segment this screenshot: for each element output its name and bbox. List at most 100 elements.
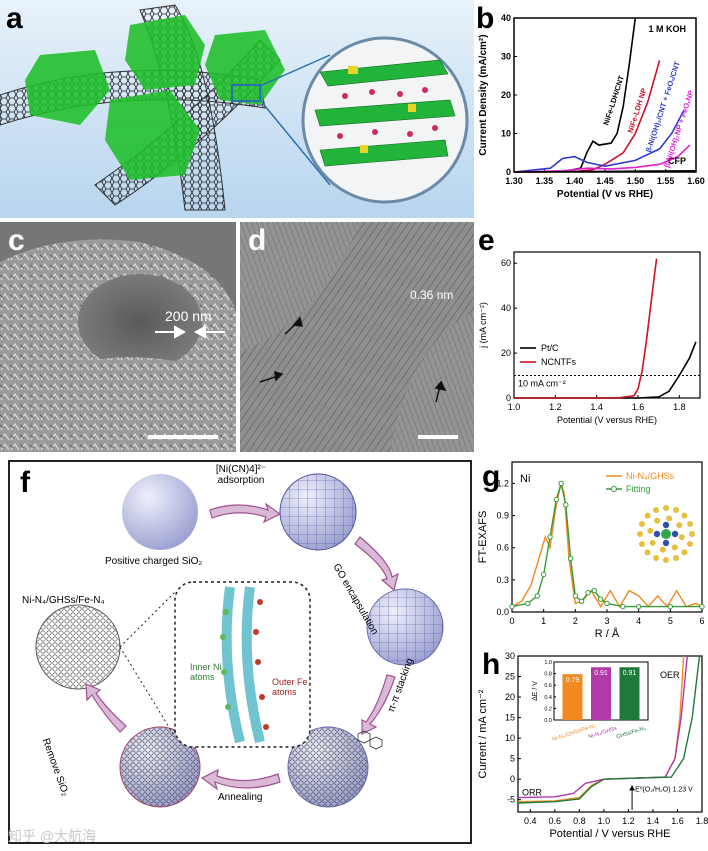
scale-bar-d [418, 435, 458, 439]
carbon-atom [687, 521, 694, 528]
y-tick-label: -5 [507, 795, 515, 805]
data-point [597, 596, 604, 602]
fringe-arrows [259, 316, 447, 403]
x-tick-label: 1.0 [598, 816, 611, 826]
e0-label: E⁰(O₂/H₂O) 1.23 V [635, 785, 693, 793]
y-tick-label: 0 [506, 167, 511, 177]
series-line [514, 258, 658, 399]
data-point [563, 502, 569, 508]
x-tick-label: 0.6 [549, 816, 562, 826]
legend-label: Fitting [626, 484, 651, 494]
x-tick-label: 6 [699, 616, 704, 626]
x-tick-label: 1.60 [687, 176, 705, 186]
hollow-sphere [35, 604, 121, 690]
plot-frame [511, 461, 703, 613]
scale-bar-c [148, 435, 218, 439]
go-coated-sphere [366, 588, 444, 666]
element-label: Ni [520, 473, 530, 485]
y-tick-label: 10 [505, 733, 515, 743]
sem-image [0, 222, 236, 452]
carbon-atom [672, 555, 679, 562]
y-tick-label: 20 [505, 692, 515, 702]
reference-label: 10 mA cm⁻² [518, 379, 566, 389]
data-point [699, 603, 705, 610]
data-point [667, 603, 674, 610]
zoom-box [231, 84, 261, 102]
magnified-inset [174, 581, 311, 748]
panel-a: a [0, 0, 474, 218]
legend-marker [611, 486, 617, 492]
synthesis-scheme [35, 473, 444, 808]
panel-h-label: h [482, 648, 501, 681]
inset-y-label: ΔE / V [532, 681, 539, 701]
carbon-atom [653, 506, 660, 513]
carbon-atom [644, 549, 651, 556]
panel-b-label: b [476, 2, 495, 35]
panel-c-label: c [8, 224, 25, 257]
x-tick-label: 1.2 [549, 402, 562, 412]
panel-g: 0 1 2 3 4 5 6 0.0 0.3 0.6 0.9 1.2 R / Å FT-EXAFS Ni Ni-… [476, 452, 708, 648]
carbon-atom [663, 557, 669, 563]
carbon-atom [687, 540, 694, 547]
y-tick-label: 0.0 [496, 607, 509, 617]
graphene-bilayer [220, 586, 269, 744]
orr-label: ORR [522, 788, 543, 798]
inset-tick-label: 0.0 [544, 718, 552, 724]
x-tick-label: 1.8 [696, 816, 708, 826]
y-tick-label: 15 [505, 713, 515, 723]
series-line [513, 144, 691, 173]
y-tick-label: 1.2 [496, 478, 509, 488]
carbon-atom [671, 544, 678, 551]
x-tick-label: 0.8 [573, 816, 586, 826]
carbon-atom [672, 506, 679, 513]
y-tick-label: 30 [505, 651, 515, 661]
chart-e: 1.0 1.2 1.4 1.6 1.8 0 20 40 60 Potential (V versu… [478, 251, 701, 425]
inset-tick-label: 0.2 [544, 706, 552, 712]
layered-structure-inset [301, 36, 469, 204]
ni-atom [661, 529, 671, 539]
carbon-atom [647, 527, 654, 534]
carbon-atom [681, 512, 688, 519]
data-point [620, 603, 626, 610]
pi-stacking-icon [357, 730, 383, 750]
x-tick-label: 0.4 [524, 816, 537, 826]
data-point [525, 600, 531, 607]
plot-frame [517, 655, 703, 813]
x-axis-label: R / Å [595, 627, 620, 640]
x-axis-label: Potential / V versus RHE [549, 828, 670, 840]
x-tick-label: 1.35 [536, 176, 554, 186]
x-tick-label: 1.40 [566, 176, 584, 186]
step-annealing: Annealing [218, 792, 263, 803]
carbon-atom [689, 531, 695, 537]
inset-bar [591, 667, 611, 720]
carbon-atom [676, 522, 683, 529]
inset-bar [619, 667, 640, 720]
panel-b: 1.30 1.35 1.40 1.45 1.50 1.55 1.60 0 10 20 30 40 Pot… [474, 0, 708, 218]
data-point [547, 534, 553, 540]
series-line [513, 170, 697, 173]
lattice-spacing: 0.36 nm [410, 288, 454, 302]
outer-label: Outer Fe atoms [272, 677, 308, 697]
panel-h: 0.4 0.6 0.8 1.0 1.2 1.4 1.6 1.8 -5 0 5 10 15 20 25 30 Po… [476, 648, 708, 848]
panel-e-label: e [478, 224, 495, 257]
inner-label: Inner Ni atoms [190, 662, 222, 682]
nitrogen-atom [671, 530, 679, 538]
x-axis-label: Potential (V vs RHE) [557, 189, 653, 200]
y-tick-label: 10 [501, 129, 511, 139]
inset-tick-label: 0.4 [544, 695, 552, 701]
x-axis-label: Potential (V versus RHE) [557, 415, 657, 425]
inset-bar [562, 674, 583, 720]
inset-bar-value: 0.91 [623, 670, 637, 677]
x-tick-label: 1.55 [657, 176, 675, 186]
x-tick-label: 1.4 [590, 402, 603, 412]
carbon-atom [654, 517, 661, 524]
carbon-atom [644, 512, 651, 519]
panel-a-label: a [6, 2, 23, 35]
chart-h: 0.4 0.6 0.8 1.0 1.2 1.4 1.6 1.8 -5 0 5 10 15 20 25 30 Po… [477, 651, 708, 840]
data-point [567, 555, 574, 562]
process-arrows [85, 502, 399, 791]
x-tick-label: 3 [604, 616, 609, 626]
electrolyte-label: 1 M KOH [648, 24, 686, 34]
y-axis-label: j (mA cm⁻²) [478, 302, 488, 349]
carbon-atom [678, 534, 685, 541]
